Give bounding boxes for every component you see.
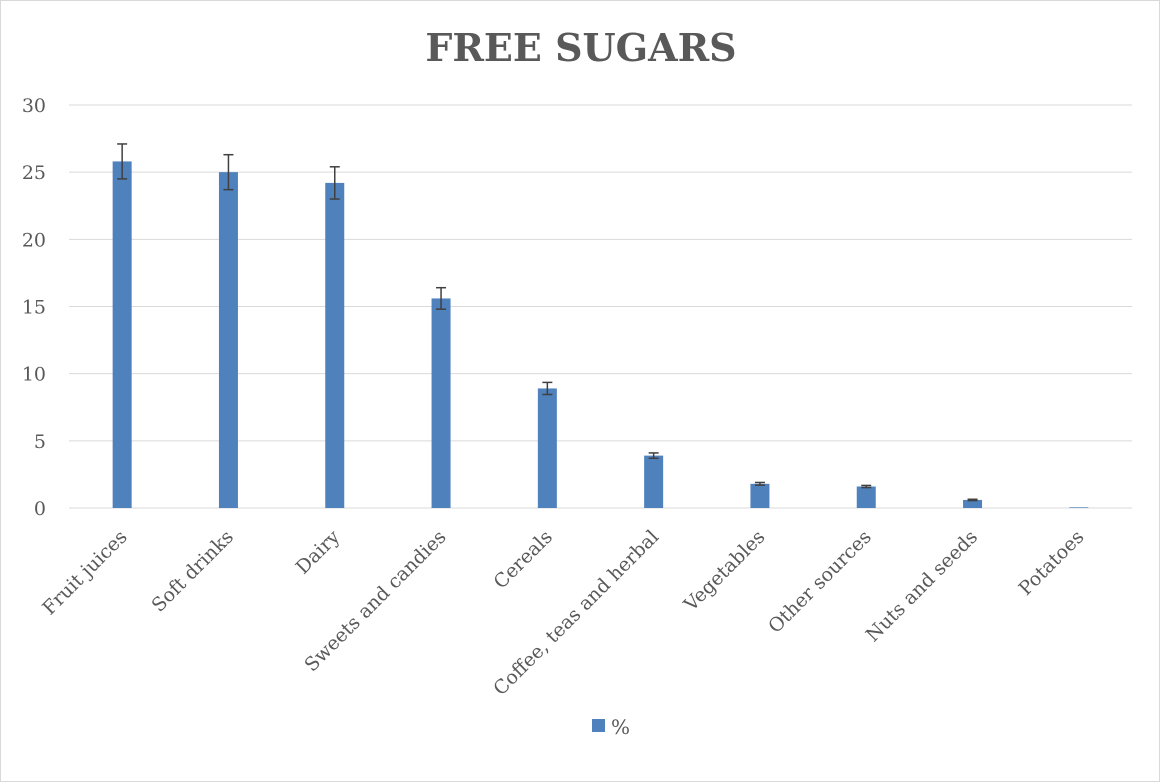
x-category-label: Other sources [764, 526, 876, 638]
bars [112, 161, 1089, 509]
y-axis-tick-labels: 0 5 10 15 20 25 30 [22, 95, 46, 520]
legend-swatch [592, 719, 605, 732]
legend: % [592, 715, 630, 739]
x-category-label: Cereals [490, 526, 557, 593]
y-tick-label: 10 [22, 364, 46, 386]
bar [325, 182, 345, 508]
bar [218, 172, 238, 508]
bar [1069, 507, 1089, 508]
y-tick-label: 5 [34, 431, 46, 453]
legend-label: % [611, 715, 630, 739]
y-tick-label: 15 [22, 297, 46, 319]
y-tick-label: 30 [22, 95, 46, 117]
x-category-label: Potatoes [1014, 526, 1088, 600]
x-category-label: Fruit juices [38, 526, 131, 619]
chart-title: FREE SUGARS [425, 25, 736, 70]
bar [112, 161, 132, 509]
y-tick-label: 25 [22, 162, 46, 184]
x-category-label: Dairy [292, 526, 345, 579]
error-bars [117, 143, 978, 502]
y-tick-label: 0 [34, 498, 46, 520]
x-category-label: Nuts and seeds [862, 526, 982, 646]
bar [537, 388, 557, 508]
bar [750, 483, 770, 508]
y-tick-label: 20 [22, 229, 46, 251]
x-category-label: Vegetables [679, 526, 769, 616]
bar [644, 455, 664, 508]
bar [856, 486, 876, 508]
bar [431, 298, 451, 508]
gridlines [69, 104, 1132, 509]
x-category-label: Soft drinks [147, 526, 237, 616]
bar [963, 499, 983, 508]
